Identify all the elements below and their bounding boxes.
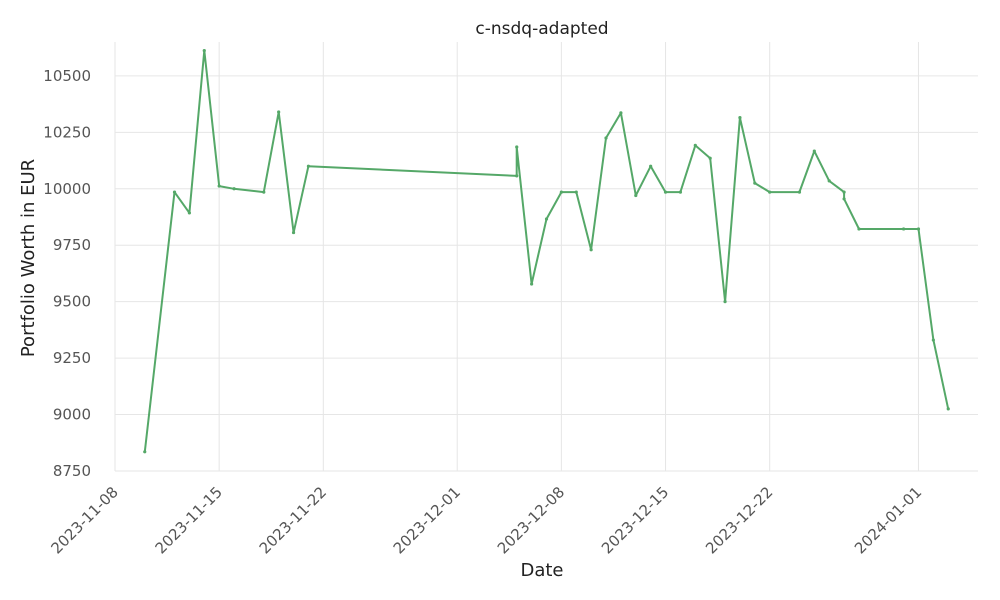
data-point — [738, 116, 742, 120]
y-tick-label: 9250 — [53, 349, 91, 367]
x-tick-label: 2023-12-22 — [702, 483, 776, 557]
data-point — [291, 230, 296, 235]
data-point — [530, 282, 534, 286]
data-point — [619, 111, 623, 115]
x-tick-label: 2023-12-08 — [494, 483, 568, 557]
data-point — [574, 190, 578, 194]
data-point — [946, 407, 950, 411]
data-point — [753, 181, 757, 185]
data-point — [589, 248, 593, 252]
data-point — [559, 190, 563, 194]
x-axis-title: Date — [520, 560, 563, 581]
data-point — [217, 184, 221, 188]
data-point — [797, 190, 802, 194]
data-point — [678, 190, 683, 194]
data-point — [842, 197, 846, 201]
data-point — [723, 300, 727, 304]
data-point — [857, 227, 861, 231]
data-point — [916, 227, 921, 231]
chart-title: c-nsdq-adapted — [475, 19, 608, 39]
x-tick-label: 2023-11-15 — [152, 483, 226, 557]
grid — [114, 42, 978, 472]
data-point — [931, 338, 935, 342]
series-line — [143, 49, 950, 452]
data-point — [143, 450, 147, 454]
x-tick-label: 2024-01-01 — [851, 483, 925, 557]
data-point — [202, 48, 206, 53]
data-point — [634, 193, 638, 198]
data-point — [708, 156, 712, 160]
y-axis-title: Portfolio Worth in EUR — [18, 159, 39, 357]
x-tick-label: 2023-11-22 — [256, 483, 330, 557]
y-axis: 8750 9000 9250 9500 9750 10000 10250 10500 — [43, 67, 91, 480]
data-point — [842, 190, 846, 194]
data-point — [544, 217, 549, 221]
y-tick-label: 10000 — [43, 180, 91, 198]
x-axis: 2023-11-08 2023-11-15 2023-11-22 2023-12-01… — [47, 483, 925, 557]
data-point — [827, 179, 831, 183]
x-tick-label: 2023-11-08 — [47, 483, 121, 557]
y-tick-label: 9500 — [53, 293, 91, 311]
data-point — [649, 164, 653, 168]
y-tick-label: 10500 — [43, 67, 91, 85]
data-point — [768, 190, 772, 194]
data-point — [515, 145, 519, 149]
data-point — [262, 190, 266, 194]
data-point — [812, 149, 816, 153]
data-point — [232, 187, 236, 191]
data-point — [306, 164, 311, 168]
x-tick-label: 2023-12-01 — [390, 483, 464, 557]
y-tick-label: 9000 — [53, 406, 91, 424]
data-point — [604, 136, 608, 140]
series-layer — [143, 48, 950, 454]
data-point — [515, 174, 519, 178]
data-point — [187, 211, 191, 215]
data-point — [172, 190, 177, 194]
data-point — [693, 143, 697, 148]
y-tick-label: 8750 — [53, 462, 91, 480]
data-point — [277, 110, 281, 114]
x-tick-label: 2023-12-15 — [598, 483, 672, 557]
y-tick-label: 9750 — [53, 236, 91, 254]
data-point — [663, 190, 668, 194]
data-point — [902, 227, 906, 231]
y-tick-label: 10250 — [43, 123, 91, 141]
